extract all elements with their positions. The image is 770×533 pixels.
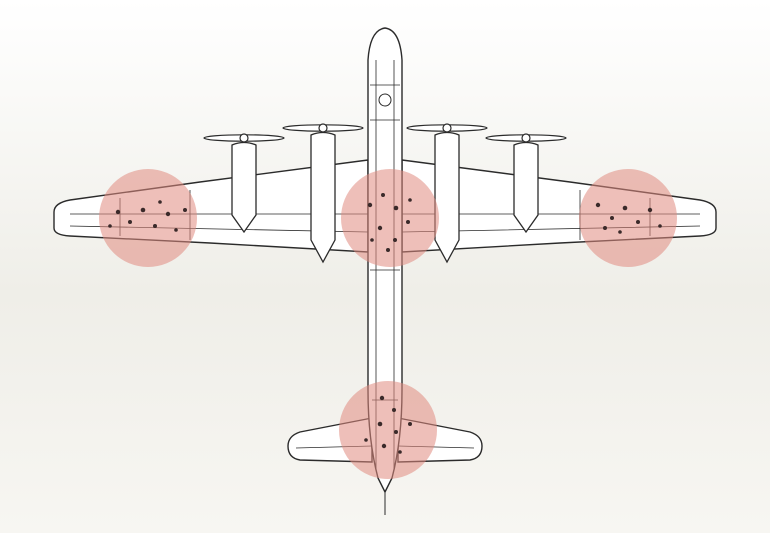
engine-2: [310, 131, 336, 264]
damage-zone-left-wing: [99, 169, 197, 267]
damage-zone-tail: [339, 381, 437, 479]
propellers: [203, 123, 567, 143]
engine-1: [231, 141, 257, 234]
bullet-holes: [108, 193, 662, 454]
damage-zones: [99, 169, 677, 479]
damage-zone-right-wing: [579, 169, 677, 267]
damage-zone-fuselage: [341, 169, 439, 267]
engines: [231, 131, 539, 264]
engine-4: [513, 141, 539, 234]
engine-3: [434, 131, 460, 264]
